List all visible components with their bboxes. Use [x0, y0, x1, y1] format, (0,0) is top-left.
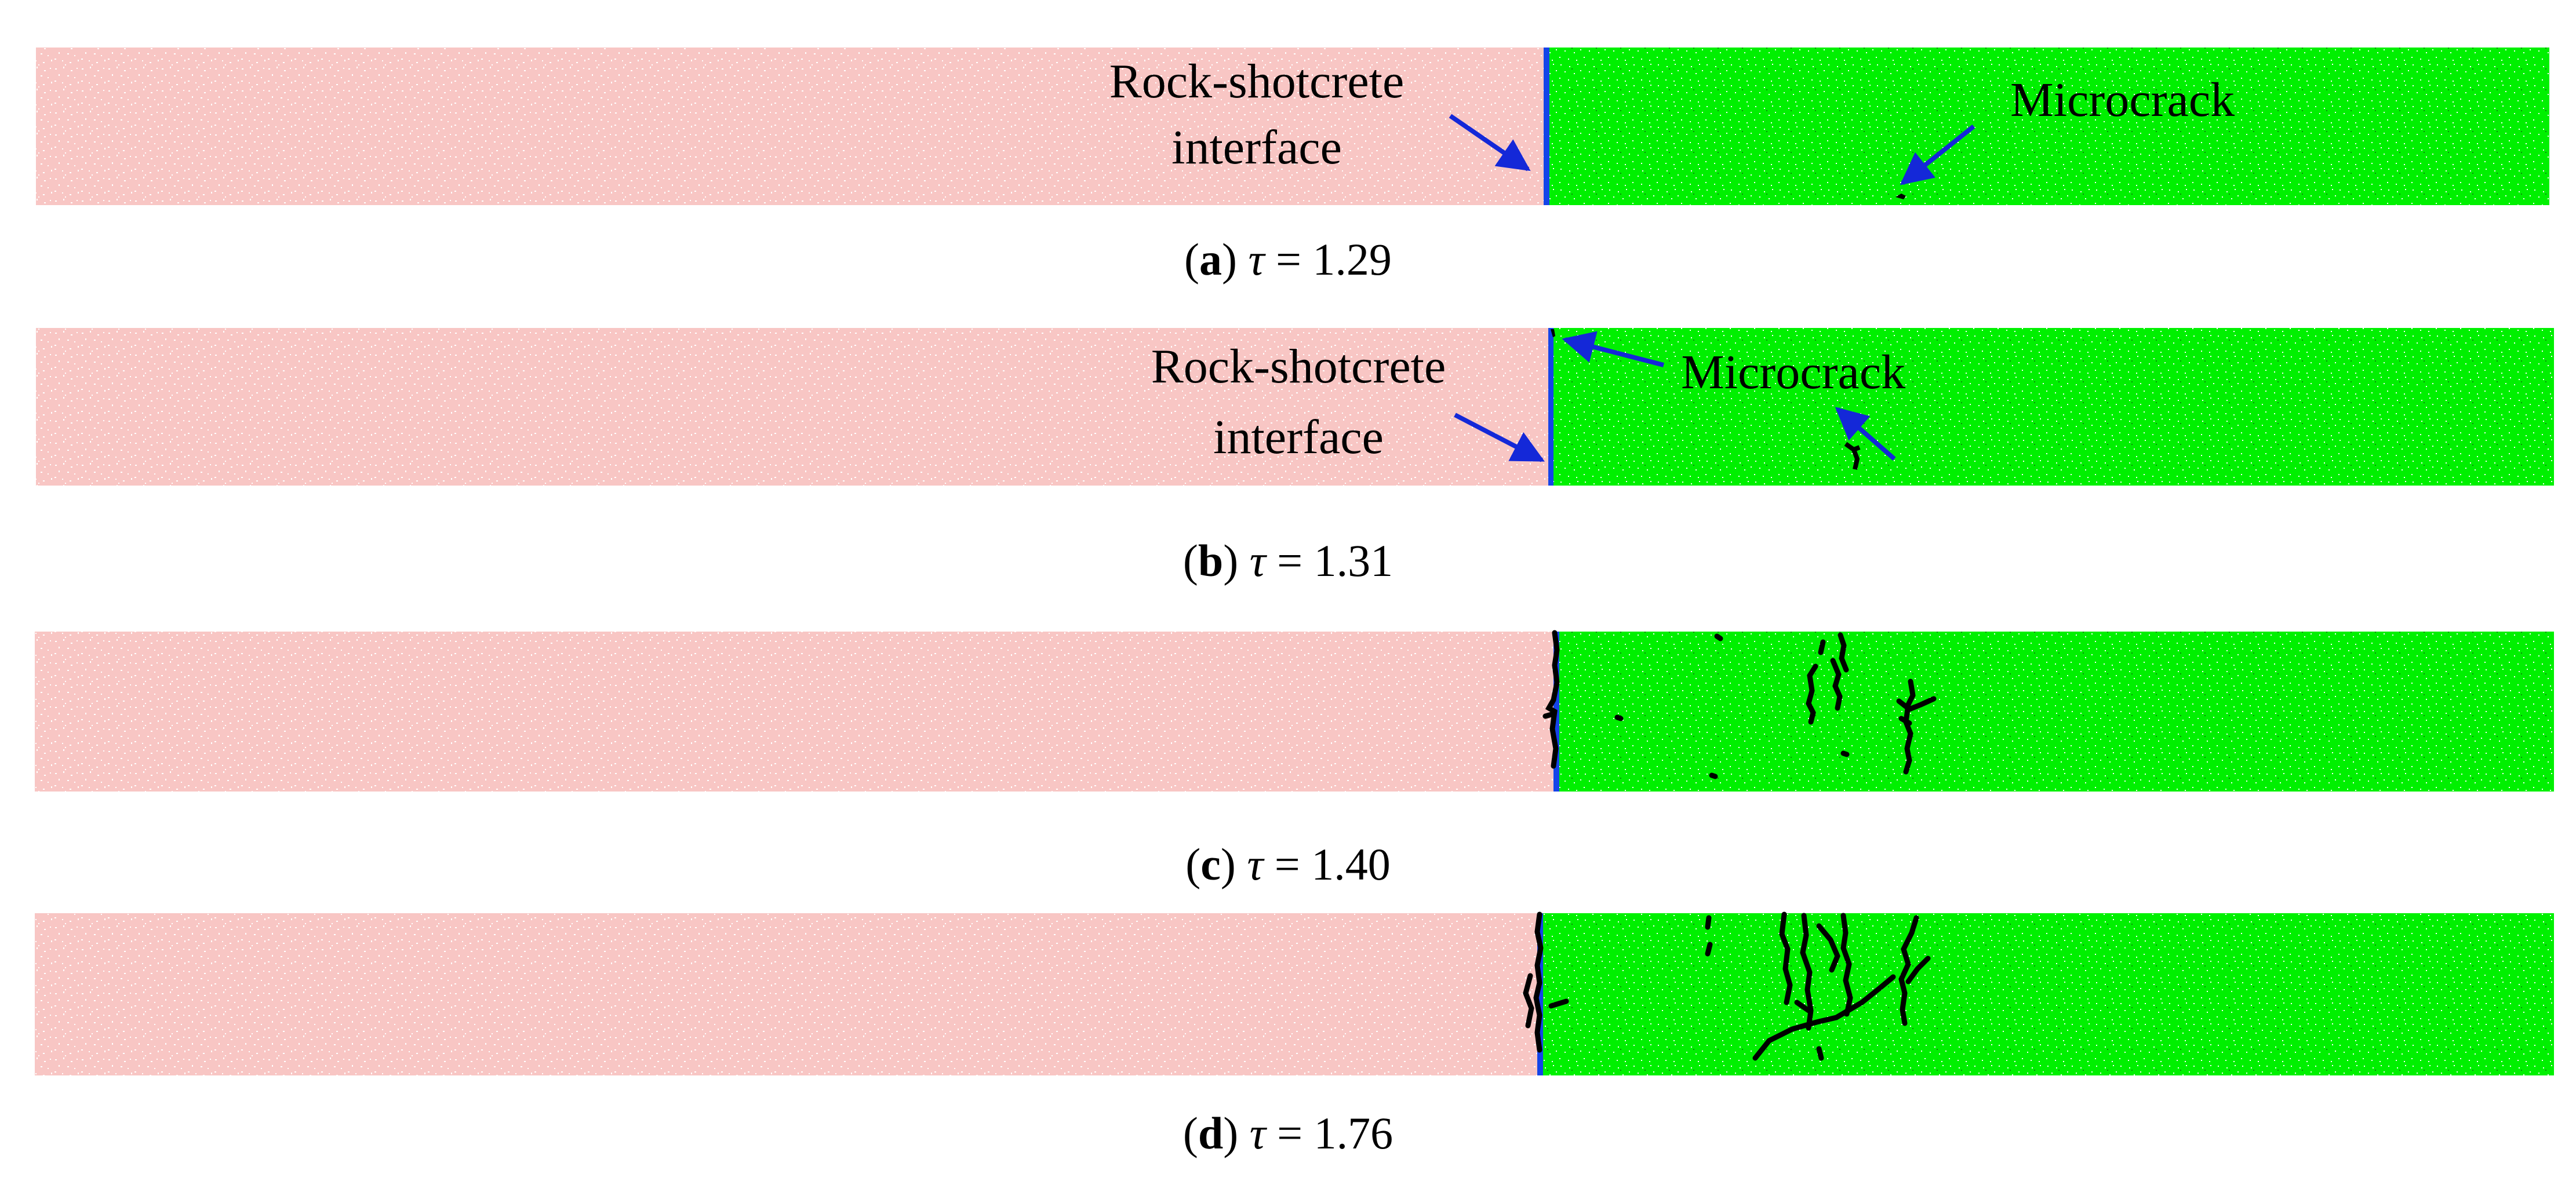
panel-d: (d) τ = 1.76 — [35, 911, 2554, 1158]
interface-line — [1544, 48, 1549, 205]
rock-region — [35, 632, 1555, 792]
caption-b: (b) τ = 1.31 — [1183, 535, 1393, 586]
panel-b: Rock-shotcrete interface Microcrack (b) … — [36, 328, 2554, 586]
caption-c: (c) τ = 1.40 — [1185, 839, 1391, 889]
microcrack-arrow-2 — [1835, 407, 1896, 461]
interface-arrow — [1454, 413, 1545, 462]
microcrack — [1895, 194, 1906, 199]
microcrack — [1551, 329, 1555, 337]
interface-line — [1537, 913, 1543, 1075]
microcrack-arrow — [1900, 124, 1975, 185]
rock-region — [36, 48, 1545, 205]
crack-network — [1542, 630, 1937, 779]
interface-label-line1: Rock-shotcrete — [1109, 54, 1404, 108]
shotcrete-region — [1543, 913, 2554, 1075]
microcrack-label: Microcrack — [2010, 73, 2235, 127]
crack-network — [1523, 911, 1931, 1061]
shotcrete-region — [1559, 632, 2554, 792]
panel-a: Rock-shotcrete interface Microcrack (a) … — [36, 48, 2549, 285]
panel-c: (c) τ = 1.40 — [35, 630, 2554, 889]
shotcrete-region — [1549, 48, 2549, 205]
interface-label-line2: interface — [1213, 410, 1384, 464]
rock-region — [36, 328, 1550, 486]
caption-d: (d) τ = 1.76 — [1183, 1108, 1393, 1158]
shotcrete-region — [1553, 328, 2554, 486]
interface-line — [1548, 328, 1553, 486]
microcrack — [1844, 442, 1861, 470]
microcrack-label: Microcrack — [1681, 345, 1905, 399]
caption-a: (a) τ = 1.29 — [1184, 234, 1392, 285]
interface-label-line2: interface — [1171, 121, 1342, 174]
rock-region — [35, 913, 1537, 1075]
interface-arrow — [1449, 114, 1531, 172]
microcrack-arrow-1 — [1562, 331, 1665, 367]
interface-label-line1: Rock-shotcrete — [1151, 340, 1446, 393]
